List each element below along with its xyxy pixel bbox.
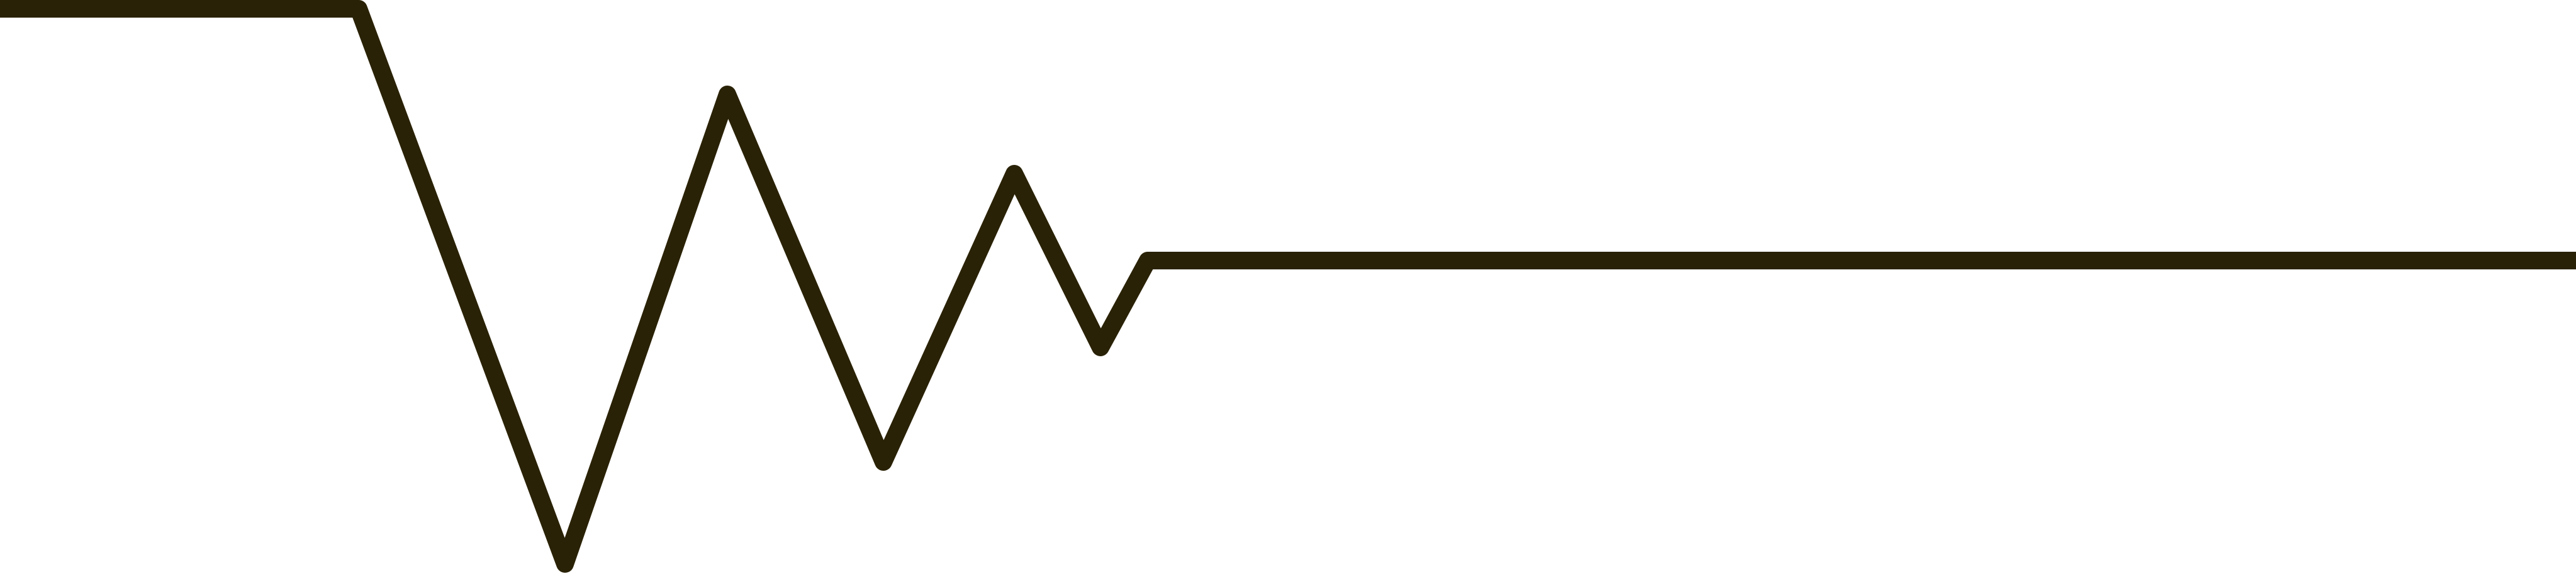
line-graphic-svg (0, 0, 2576, 573)
damped-oscillation-line (0, 0, 2576, 573)
line-graphic-canvas (0, 0, 2576, 573)
